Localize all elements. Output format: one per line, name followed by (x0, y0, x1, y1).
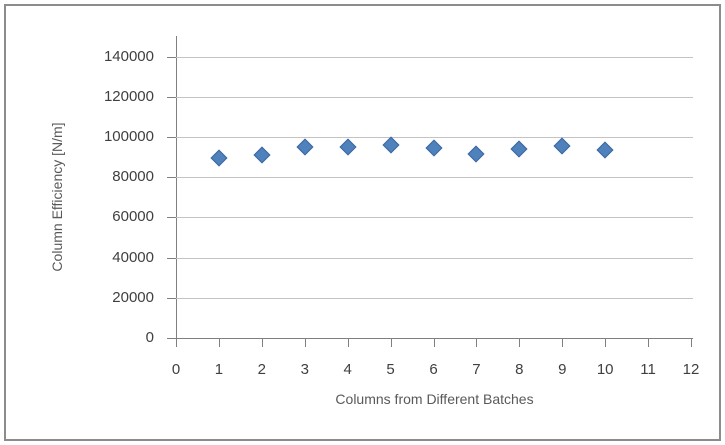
y-tick-label: 140000 (103, 47, 154, 65)
x-axis-tick (562, 338, 564, 347)
x-axis-tick (218, 338, 220, 347)
chart-frame: Column Efficiency [N/m] Columns from Dif… (4, 4, 721, 441)
data-point (467, 145, 485, 163)
x-tick-label: 9 (558, 361, 567, 378)
y-tick-label: 60000 (112, 208, 154, 226)
gridline (176, 257, 693, 259)
gridline (176, 297, 693, 299)
gridline (176, 177, 693, 179)
x-tick-label: 5 (386, 361, 395, 378)
data-point (253, 146, 271, 164)
y-tick-label: 0 (145, 329, 154, 346)
y-axis-tick (167, 297, 176, 299)
y-tick-label: 100000 (103, 128, 154, 146)
data-point (296, 138, 314, 156)
x-axis-tick (176, 338, 177, 347)
x-axis-tick (261, 338, 263, 347)
x-axis-tick (347, 338, 349, 347)
y-axis-line (176, 36, 177, 338)
data-point (425, 139, 442, 157)
x-tick-label: 3 (300, 361, 309, 378)
x-tick-label: 2 (257, 361, 266, 378)
x-axis-tick (433, 338, 435, 347)
x-tick-label: 0 (171, 361, 181, 378)
x-tick-label: 11 (640, 361, 656, 378)
x-axis-tick (390, 338, 392, 347)
x-tick-label: 12 (682, 361, 700, 378)
data-point (596, 141, 614, 159)
x-tick-label: 4 (343, 361, 352, 378)
x-tick-label: 6 (429, 361, 438, 378)
data-point (339, 138, 357, 156)
data-point (382, 136, 400, 154)
y-tick-label: 40000 (112, 248, 154, 266)
gridline (176, 217, 693, 219)
y-axis-tick (167, 137, 176, 139)
y-tick-label: 80000 (112, 168, 154, 186)
gridline (176, 96, 693, 98)
data-point (510, 140, 528, 158)
y-axis-tick (167, 257, 176, 259)
y-tick-label: 120000 (103, 87, 154, 105)
data-point (553, 137, 571, 155)
x-axis-tick (519, 338, 521, 347)
scatter-chart: Column Efficiency [N/m] Columns from Dif… (6, 6, 719, 439)
data-point (210, 149, 228, 167)
x-tick-label: 8 (515, 361, 524, 378)
x-axis-title: Columns from Different Batches (335, 391, 534, 407)
x-tick-label: 10 (596, 361, 614, 378)
x-axis-tick (648, 338, 650, 347)
y-tick-label: 20000 (112, 288, 154, 306)
gridline (176, 56, 693, 58)
y-axis-tick (167, 338, 176, 339)
y-axis-tick (167, 96, 176, 98)
y-axis-tick (167, 56, 176, 58)
x-axis-tick (476, 338, 478, 347)
x-axis-tick (605, 338, 607, 347)
y-axis-tick (167, 177, 176, 179)
x-axis-tick (691, 338, 692, 347)
x-axis-line (176, 338, 693, 339)
y-axis-tick (167, 217, 176, 219)
gridline (176, 137, 693, 139)
x-tick-label: 7 (472, 361, 481, 378)
plot-area (167, 36, 693, 347)
x-axis-tick (304, 338, 306, 347)
x-tick-label: 1 (214, 361, 224, 378)
